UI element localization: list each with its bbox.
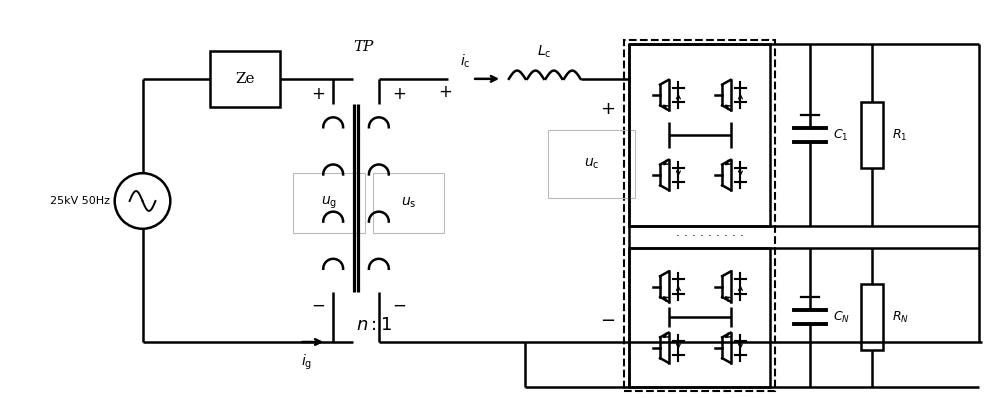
Text: +: + — [600, 100, 615, 118]
Text: +: + — [311, 85, 325, 103]
Bar — [624, 40, 775, 391]
Text: $C_N$: $C_N$ — [833, 310, 850, 325]
Bar — [210, 51, 280, 107]
Text: Ze: Ze — [235, 72, 255, 86]
Text: +: + — [438, 83, 452, 101]
Text: $u_{\mathrm{g}}$: $u_{\mathrm{g}}$ — [321, 195, 337, 211]
Bar — [629, 44, 770, 226]
Bar — [861, 102, 883, 168]
Bar — [861, 285, 883, 350]
Text: $u_{\mathrm{s}}$: $u_{\mathrm{s}}$ — [401, 196, 416, 210]
Bar — [548, 131, 635, 198]
Text: $i_{\mathrm{c}}$: $i_{\mathrm{c}}$ — [460, 52, 471, 70]
Text: $i_{\mathrm{g}}$: $i_{\mathrm{g}}$ — [301, 352, 312, 371]
Text: $R_N$: $R_N$ — [892, 310, 909, 325]
Text: $n:1$: $n:1$ — [356, 316, 392, 334]
Text: TP: TP — [354, 40, 374, 54]
Text: $C_1$: $C_1$ — [833, 127, 848, 142]
Bar — [373, 173, 444, 233]
Text: $-$: $-$ — [311, 295, 325, 313]
Bar — [629, 248, 770, 387]
Text: $u_{\mathrm{c}}$: $u_{\mathrm{c}}$ — [584, 157, 599, 172]
Text: $L_{\mathrm{c}}$: $L_{\mathrm{c}}$ — [537, 44, 552, 60]
Bar — [293, 173, 365, 233]
Text: $-$: $-$ — [600, 310, 615, 328]
Text: · · · · · · · · ·: · · · · · · · · · — [676, 230, 744, 243]
Text: $-$: $-$ — [392, 295, 406, 313]
Text: +: + — [392, 85, 406, 103]
Text: $R_1$: $R_1$ — [892, 127, 908, 142]
Text: 25kV 50Hz: 25kV 50Hz — [50, 196, 110, 206]
